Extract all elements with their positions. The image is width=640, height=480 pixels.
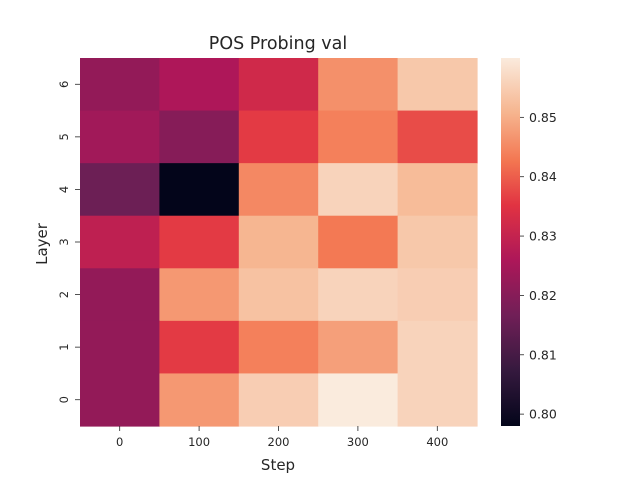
x-tick-label: 300	[347, 435, 369, 449]
colorbar-tick-label: 0.80	[529, 407, 557, 422]
heatmap-cell-layer-5-step-300	[318, 110, 399, 164]
x-axis-label: Step	[261, 456, 295, 474]
y-tick-label: 5	[57, 133, 71, 140]
heatmap-cell-layer-6-step-0	[80, 58, 160, 112]
colorbar-tick-label: 0.83	[529, 229, 557, 244]
y-axis-ticks: 6 5 4 3 2 1 0	[57, 81, 80, 403]
heatmap-cell-layer-1-step-0	[80, 320, 160, 375]
x-tick-label: 0	[116, 435, 123, 449]
colorbar-ticks: 0.80 0.81 0.82 0.83 0.84 0.85	[520, 110, 557, 422]
heatmap-cell-layer-2-step-0	[80, 268, 160, 322]
y-axis-label: Layer	[33, 222, 51, 265]
heatmap-cell-layer-0-step-300	[318, 373, 399, 427]
colorbar-tick-label: 0.82	[529, 288, 557, 303]
heatmap-cell-layer-4-step-200	[238, 163, 319, 217]
y-tick-label: 6	[57, 81, 71, 88]
heatmap-cell-layer-6-step-400	[397, 58, 478, 112]
heatmap-cell-layer-1-step-200	[238, 320, 319, 375]
x-tick-label: 200	[268, 435, 290, 449]
heatmap-cell-layer-1-step-400	[397, 320, 478, 375]
heatmap-cells	[80, 58, 478, 427]
heatmap-cell-layer-2-step-200	[238, 268, 319, 322]
heatmap-cell-layer-1-step-100	[159, 320, 240, 375]
x-axis-ticks: 0 100 200 300 400	[116, 426, 448, 449]
heatmap-cell-layer-0-step-400	[397, 373, 478, 427]
colorbar	[501, 58, 520, 426]
heatmap-cell-layer-0-step-0	[80, 373, 160, 427]
heatmap-cell-layer-5-step-0	[80, 110, 160, 164]
heatmap-cell-layer-3-step-200	[238, 215, 319, 269]
heatmap-cell-layer-5-step-100	[159, 110, 240, 164]
y-tick-label: 3	[57, 238, 71, 245]
y-tick-label: 0	[57, 396, 71, 403]
heatmap-cell-layer-3-step-0	[80, 215, 160, 269]
heatmap-cell-layer-4-step-400	[397, 163, 478, 217]
y-tick-label: 2	[57, 291, 71, 298]
heatmap-cell-layer-4-step-100	[159, 163, 240, 217]
heatmap-cell-layer-3-step-100	[159, 215, 240, 269]
chart-title: POS Probing val	[209, 34, 347, 54]
heatmap-cell-layer-2-step-100	[159, 268, 240, 322]
y-tick-label: 1	[57, 343, 71, 350]
heatmap-cell-layer-3-step-400	[397, 215, 478, 269]
heatmap-cell-layer-4-step-300	[318, 163, 399, 217]
heatmap-cell-layer-0-step-100	[159, 373, 240, 427]
colorbar-tick-label: 0.85	[529, 110, 557, 125]
x-tick-label: 400	[426, 435, 448, 449]
heatmap-cell-layer-6-step-100	[159, 58, 240, 112]
heatmap-cell-layer-3-step-300	[318, 215, 399, 269]
y-tick-label: 4	[57, 186, 71, 193]
heatmap-cell-layer-6-step-200	[238, 58, 319, 112]
heatmap-cell-layer-5-step-400	[397, 110, 478, 164]
heatmap-cell-layer-6-step-300	[318, 58, 399, 112]
heatmap-cell-layer-1-step-300	[318, 320, 399, 375]
colorbar-tick-label: 0.84	[529, 169, 557, 184]
heatmap-cell-layer-2-step-400	[397, 268, 478, 322]
heatmap-cell-layer-4-step-0	[80, 163, 160, 217]
heatmap-cell-layer-2-step-300	[318, 268, 399, 322]
heatmap-cell-layer-0-step-200	[238, 373, 319, 427]
colorbar-tick-label: 0.81	[529, 347, 557, 362]
x-tick-label: 100	[188, 435, 210, 449]
heatmap-cell-layer-5-step-200	[238, 110, 319, 164]
